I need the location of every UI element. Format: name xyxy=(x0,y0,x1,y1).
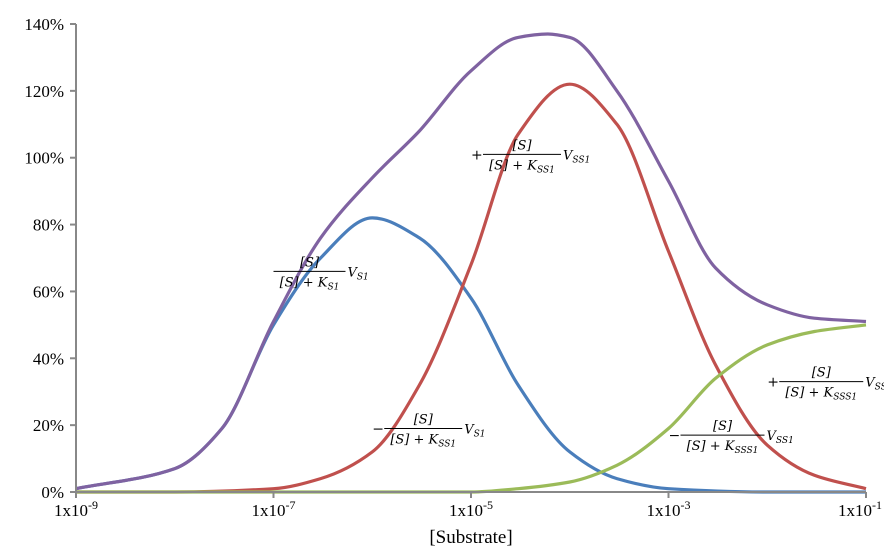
x-axis-title: [Substrate] xyxy=(429,527,512,548)
equation-annotation: − [S] [S] + KSS1 VS1 xyxy=(372,412,485,449)
equation-term: VS1 xyxy=(464,422,485,439)
x-tick-labels: 1x10-9 1x10-7 1x10-5 1x10-3 1x10-1 xyxy=(54,498,882,520)
equation-numerator: [S] xyxy=(812,366,832,381)
y-tick-label: 20% xyxy=(33,416,64,435)
y-tick-label: 60% xyxy=(33,282,64,301)
y-tick-label: 140% xyxy=(24,15,64,34)
series-line-3 xyxy=(75,323,867,494)
equation-term: VS1 xyxy=(348,265,369,282)
x-tick-label: 1x10-5 xyxy=(449,498,493,520)
equation-sign: − xyxy=(669,428,681,444)
series-line-4 xyxy=(75,32,867,491)
equation-sign: + xyxy=(471,147,483,163)
equation-annotation: + [S] [S] + KSS1 VSS1 xyxy=(471,138,590,175)
equation-annotation: − [S] [S] + KSSS1 VSS1 xyxy=(669,419,794,456)
equation-numerator: [S] xyxy=(713,419,733,434)
equation-numerator: [S] xyxy=(512,138,532,153)
y-tick-label: 40% xyxy=(33,349,64,368)
equation-denominator: [S] + KSS1 xyxy=(489,158,555,175)
series-line-2 xyxy=(75,82,867,494)
y-tick-label: 120% xyxy=(24,82,64,101)
x-tick-label: 1x10-9 xyxy=(54,498,98,520)
equation-denominator: [S] + KSSS1 xyxy=(785,386,857,403)
y-tick-label: 80% xyxy=(33,216,64,235)
equation-term: VSS1 xyxy=(767,429,794,446)
equation-term: VSSS1 xyxy=(865,376,884,393)
equation-term: VSS1 xyxy=(563,148,590,165)
equation-sign: + xyxy=(767,375,779,391)
x-tick-label: 1x10-1 xyxy=(838,498,882,520)
y-tick-label: 0% xyxy=(41,483,64,502)
equation-denominator: [S] + KSS1 xyxy=(390,432,456,449)
axes-layer xyxy=(70,23,867,498)
x-tick-label: 1x10-3 xyxy=(647,498,691,520)
equation-annotation: [S] [S] + KS1 VS1 xyxy=(273,255,369,292)
equation-sign: − xyxy=(372,421,384,437)
equation-denominator: [S] + KS1 xyxy=(280,275,340,292)
equation-denominator: [S] + KSSS1 xyxy=(687,439,759,456)
y-tick-label: 100% xyxy=(24,149,64,168)
equation-numerator: [S] xyxy=(300,255,320,270)
y-tick-labels: 0% 20% 40% 60% 80% 100% 120% 140% xyxy=(24,15,64,502)
equation-numerator: [S] xyxy=(414,412,434,427)
x-tick-label: 1x10-7 xyxy=(252,498,296,520)
equation-annotation: + [S] [S] + KSSS1 VSSS1 xyxy=(767,366,884,403)
